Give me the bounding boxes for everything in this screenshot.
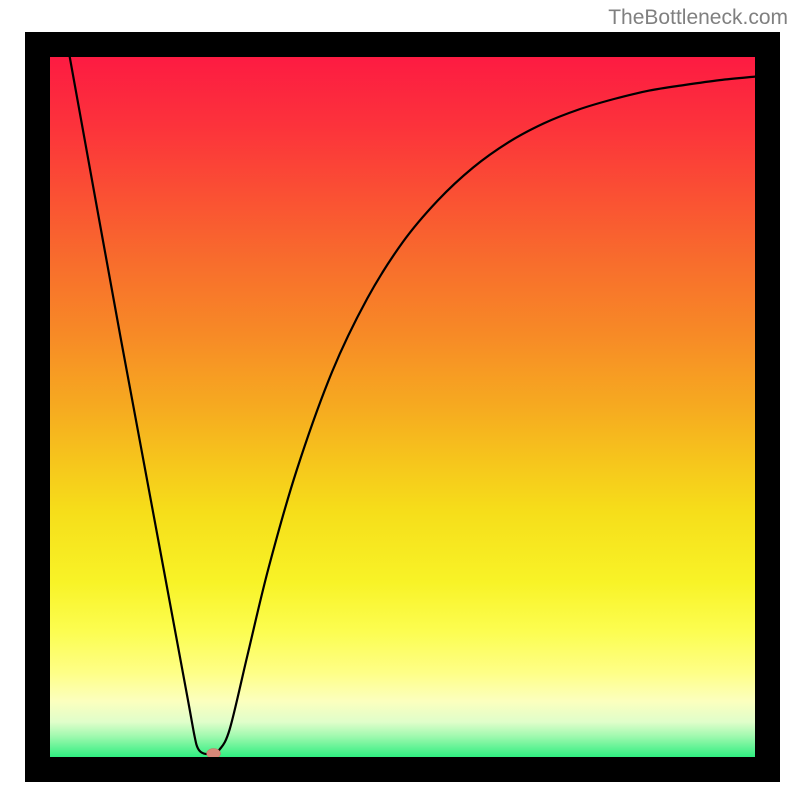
watermark-text: TheBottleneck.com <box>608 6 788 30</box>
chart-container: TheBottleneck.com <box>0 0 800 800</box>
bottleneck-curve <box>50 57 755 757</box>
plot-area <box>50 57 755 757</box>
